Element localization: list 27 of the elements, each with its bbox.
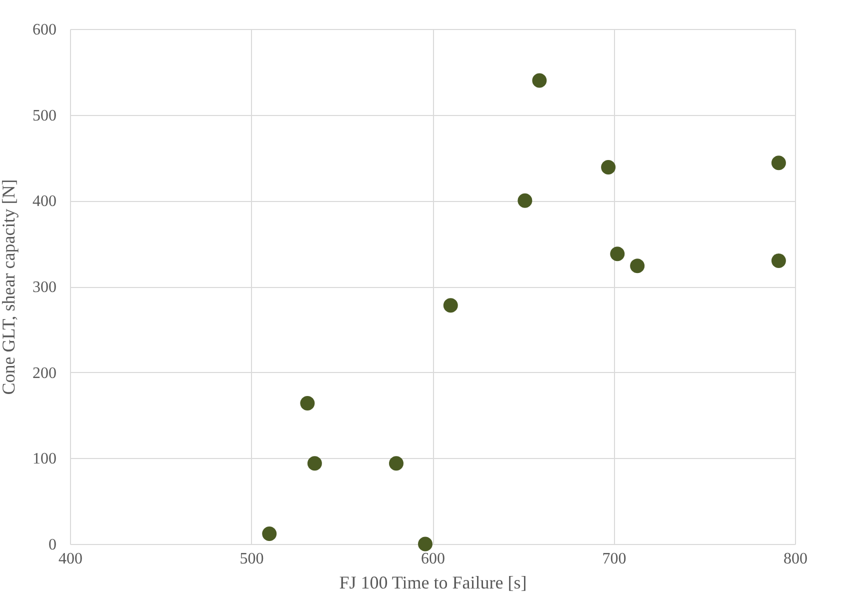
y-tick-label: 300 bbox=[32, 279, 56, 296]
point bbox=[610, 246, 625, 262]
point bbox=[443, 298, 458, 313]
point bbox=[262, 526, 277, 541]
point bbox=[300, 396, 315, 410]
y-tick-label: 200 bbox=[32, 364, 56, 382]
y-tick-label: 600 bbox=[32, 22, 56, 38]
point bbox=[532, 73, 547, 88]
y-tick-label: 500 bbox=[32, 107, 56, 124]
point bbox=[518, 193, 532, 208]
y-tick-label: 0 bbox=[48, 536, 56, 554]
x-tick-label: 700 bbox=[602, 550, 626, 568]
point bbox=[389, 456, 404, 471]
point bbox=[771, 156, 786, 170]
point bbox=[630, 258, 645, 274]
x-tick-label: 400 bbox=[58, 550, 82, 568]
x-tick-label: 500 bbox=[240, 550, 264, 568]
point bbox=[601, 160, 616, 174]
x-tick-label: 800 bbox=[784, 550, 808, 568]
y-tick-label: 100 bbox=[32, 450, 56, 468]
x-axis-title: FJ 100 Time to Failure [s] bbox=[339, 572, 527, 592]
point bbox=[418, 536, 432, 552]
y-tick-label: 400 bbox=[32, 193, 56, 210]
point bbox=[307, 456, 322, 471]
point bbox=[771, 254, 786, 268]
x-tick-label: 600 bbox=[421, 550, 445, 568]
y-axis-title: Cone GLT, shear capacity [N] bbox=[0, 179, 18, 395]
